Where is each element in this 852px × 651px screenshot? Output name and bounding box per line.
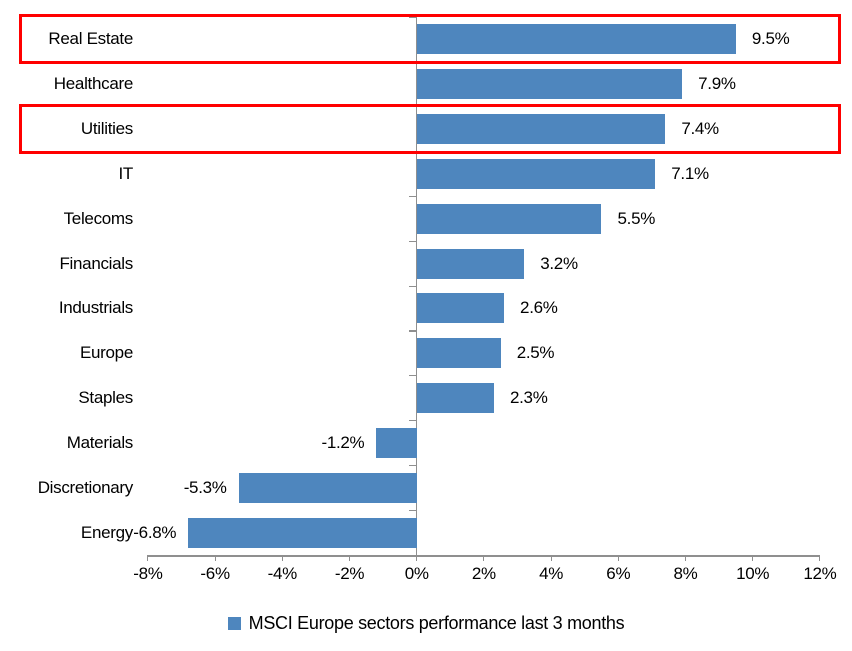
x-axis-tick bbox=[348, 555, 351, 561]
value-label: -5.3% bbox=[183, 477, 227, 497]
value-label: 5.5% bbox=[617, 208, 656, 228]
category-label: Europe bbox=[79, 343, 133, 363]
category-label: Utilities bbox=[80, 119, 133, 139]
x-axis-tick bbox=[550, 555, 552, 561]
value-label: 2.5% bbox=[516, 343, 555, 363]
x-axis-tick-label: 2% bbox=[471, 564, 496, 583]
value-label: 7.1% bbox=[671, 163, 709, 183]
category-label: Industrials bbox=[58, 298, 133, 318]
x-axis-tick bbox=[483, 555, 485, 561]
x-axis-tick-label: 6% bbox=[606, 564, 631, 583]
category-axis-tick bbox=[408, 330, 417, 332]
bar bbox=[416, 158, 656, 189]
x-axis-tick bbox=[752, 555, 754, 561]
category-axis-tick bbox=[408, 554, 417, 556]
bar bbox=[416, 248, 525, 279]
x-axis-tick bbox=[281, 555, 283, 561]
x-axis-tick-label: 4% bbox=[539, 564, 564, 583]
category-label: Discretionary bbox=[37, 477, 134, 497]
value-label: 9.5% bbox=[751, 29, 790, 49]
value-label: 2.6% bbox=[520, 298, 558, 318]
x-axis-tick-label: 10% bbox=[736, 564, 770, 583]
x-axis-tick-label: -8% bbox=[133, 564, 163, 583]
bar bbox=[238, 472, 417, 503]
bar bbox=[416, 338, 501, 369]
x-axis-tick bbox=[416, 555, 418, 561]
legend-marker-icon bbox=[227, 616, 241, 630]
category-label: Healthcare bbox=[53, 74, 134, 94]
highlight-box-real-estate bbox=[19, 14, 841, 65]
x-axis-tick-label: 8% bbox=[673, 564, 698, 583]
highlight-box-utilities bbox=[19, 104, 841, 155]
x-axis-tick bbox=[819, 555, 821, 561]
bar bbox=[416, 24, 736, 55]
category-label: IT bbox=[118, 163, 133, 183]
category-label: Financials bbox=[59, 253, 133, 273]
value-label: 2.3% bbox=[509, 388, 548, 408]
x-axis-tick-label: 0% bbox=[404, 564, 429, 583]
legend-label: MSCI Europe sectors performance last 3 m… bbox=[248, 612, 625, 633]
bar bbox=[416, 114, 666, 145]
category-label: Telecoms bbox=[63, 208, 134, 228]
category-axis-tick bbox=[408, 375, 417, 377]
x-axis-tick bbox=[147, 555, 149, 561]
category-label: Materials bbox=[66, 432, 134, 452]
category-axis-tick bbox=[408, 285, 417, 287]
y-axis-line bbox=[415, 17, 418, 555]
category-axis-tick bbox=[408, 240, 417, 242]
bar bbox=[376, 427, 417, 458]
category-axis-tick bbox=[408, 509, 417, 511]
x-axis-tick-label: -4% bbox=[267, 564, 298, 583]
bar bbox=[188, 517, 417, 548]
category-axis-tick bbox=[408, 464, 417, 467]
bar bbox=[416, 383, 494, 414]
value-label: 7.4% bbox=[681, 119, 719, 139]
category-axis-tick bbox=[408, 195, 417, 198]
x-axis-tick bbox=[617, 555, 619, 561]
bar bbox=[416, 293, 505, 324]
category-label: Real Estate bbox=[48, 29, 133, 49]
x-axis-tick-label: 12% bbox=[803, 564, 837, 583]
category-label: Energy bbox=[80, 522, 133, 542]
x-axis-tick-label: -6% bbox=[200, 564, 230, 583]
bar bbox=[416, 203, 602, 234]
category-axis-tick bbox=[408, 420, 417, 422]
value-label: 7.9% bbox=[698, 74, 736, 94]
bar bbox=[416, 69, 683, 100]
x-axis-tick-label: -2% bbox=[334, 564, 365, 583]
value-label: -6.8% bbox=[133, 522, 177, 542]
category-label: Staples bbox=[78, 388, 133, 408]
legend: MSCI Europe sectors performance last 3 m… bbox=[0, 611, 852, 635]
value-label: 3.2% bbox=[540, 253, 578, 273]
x-axis-tick bbox=[684, 555, 687, 561]
value-label: -1.2% bbox=[321, 432, 365, 452]
x-axis-tick bbox=[214, 555, 216, 561]
